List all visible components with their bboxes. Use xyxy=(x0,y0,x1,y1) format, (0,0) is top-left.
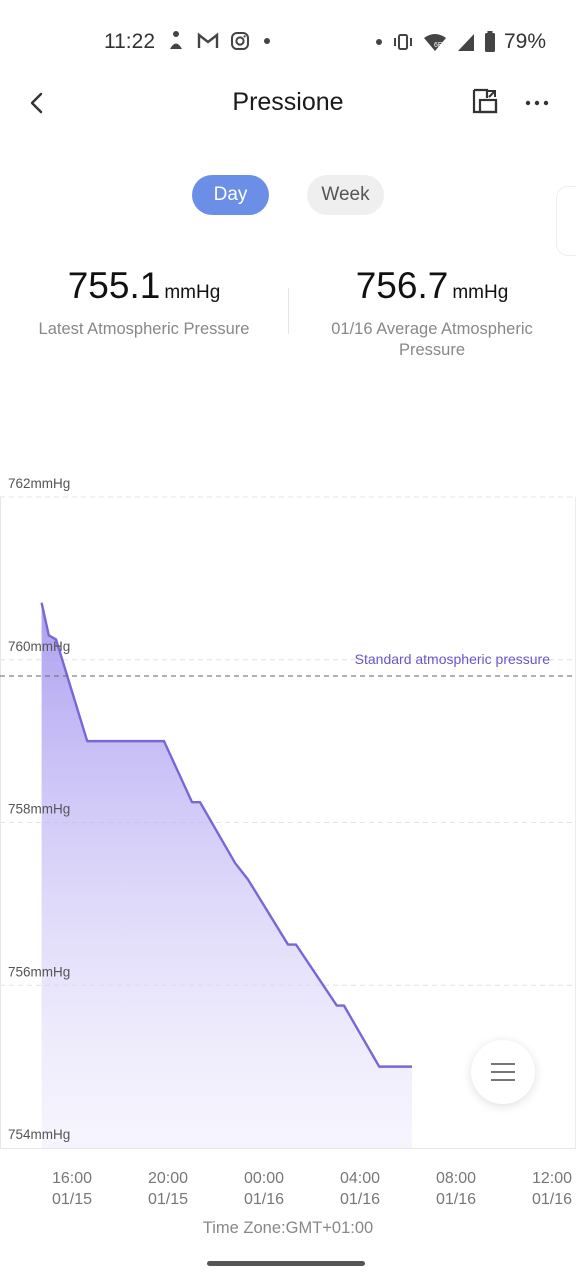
chevron-left-icon xyxy=(30,92,43,114)
dot-icon xyxy=(375,39,382,45)
y-tick-label: 754mmHg xyxy=(8,1127,70,1142)
y-tick-label: 762mmHg xyxy=(8,476,70,491)
header: Pressione xyxy=(0,80,576,128)
x-tick-label: 20:00 01/15 xyxy=(128,1168,208,1210)
x-tick-date: 01/15 xyxy=(51,1191,93,1208)
battery-percent: 79% xyxy=(503,30,546,53)
vibrate-icon xyxy=(393,34,412,50)
menu-icon xyxy=(491,1063,515,1081)
average-pressure-label: 01/16 Average Atmospheric Pressure xyxy=(331,320,533,359)
x-tick-label: 12:00 01/16 xyxy=(520,1168,576,1210)
x-tick-date: 01/16 xyxy=(243,1191,285,1208)
y-tick-label: 756mmHg xyxy=(8,964,70,979)
page-title: Pressione xyxy=(232,88,344,116)
timezone-label: Time Zone:GMT+01:00 xyxy=(202,1219,374,1237)
latest-pressure-stat: 755.1 mmHg Latest Atmospheric Pressure xyxy=(0,265,288,340)
latest-pressure-value: 755.1 xyxy=(67,265,161,306)
y-tick-label: 760mmHg xyxy=(8,639,70,654)
x-tick-time: 04:00 xyxy=(339,1170,381,1187)
tab-day[interactable]: Day xyxy=(192,175,269,215)
home-indicator[interactable] xyxy=(207,1261,365,1266)
x-tick-time: 12:00 xyxy=(531,1170,573,1187)
latest-pressure-unit: mmHg xyxy=(164,282,221,303)
average-pressure-value: 756.7 xyxy=(355,265,449,306)
pressure-chart[interactable]: Standard atmospheric pressure 762mmHg 760… xyxy=(0,460,576,1160)
status-right-icons: 6E 79% xyxy=(374,30,546,54)
export-icon xyxy=(472,88,498,114)
svg-text:6E: 6E xyxy=(434,42,443,49)
back-button[interactable] xyxy=(22,88,52,118)
x-tick-date: 01/16 xyxy=(339,1191,381,1208)
share-button[interactable] xyxy=(470,86,500,116)
x-tick-label: 04:00 01/16 xyxy=(320,1168,400,1210)
x-tick-date: 01/16 xyxy=(435,1191,477,1208)
stats-divider xyxy=(288,288,289,334)
status-bar: 11:22 6E 79% xyxy=(0,0,576,84)
average-pressure-stat: 756.7 mmHg 01/16 Average Atmospheric Pres… xyxy=(288,265,576,361)
status-left-icons xyxy=(166,30,274,52)
tab-week[interactable]: Week xyxy=(307,175,384,215)
chart-menu-button[interactable] xyxy=(471,1040,535,1104)
status-time: 11:22 xyxy=(104,30,155,53)
x-tick-time: 00:00 xyxy=(243,1170,285,1187)
x-tick-label: 00:00 01/16 xyxy=(224,1168,304,1210)
pressure-area xyxy=(41,602,412,1148)
pressure-chart-svg: Standard atmospheric pressure 762mmHg 760… xyxy=(0,476,576,1149)
latest-pressure-label: Latest Atmospheric Pressure xyxy=(38,320,250,338)
wifi-6e-icon: 6E xyxy=(423,34,446,51)
pressure-line xyxy=(40,602,412,1068)
side-panel-handle[interactable] xyxy=(556,186,576,256)
more-horizontal-icon xyxy=(525,100,549,106)
meditation-icon xyxy=(170,31,182,49)
x-tick-time: 08:00 xyxy=(435,1170,477,1187)
standard-pressure-label: Standard atmospheric pressure xyxy=(355,651,551,667)
x-tick-date: 01/16 xyxy=(531,1191,573,1208)
battery-icon xyxy=(484,31,495,52)
more-options-button[interactable] xyxy=(522,88,552,118)
x-tick-time: 20:00 xyxy=(147,1170,189,1187)
dot-icon xyxy=(264,38,270,44)
signal-icon xyxy=(457,34,474,51)
gmail-icon xyxy=(197,32,219,48)
x-tick-date: 01/15 xyxy=(147,1191,189,1208)
average-pressure-unit: mmHg xyxy=(452,282,509,303)
y-tick-label: 758mmHg xyxy=(8,802,70,817)
x-tick-time: 16:00 xyxy=(51,1170,93,1187)
x-tick-label: 08:00 01/16 xyxy=(416,1168,496,1210)
instagram-icon xyxy=(231,32,249,50)
x-tick-label: 16:00 01/15 xyxy=(32,1168,112,1210)
